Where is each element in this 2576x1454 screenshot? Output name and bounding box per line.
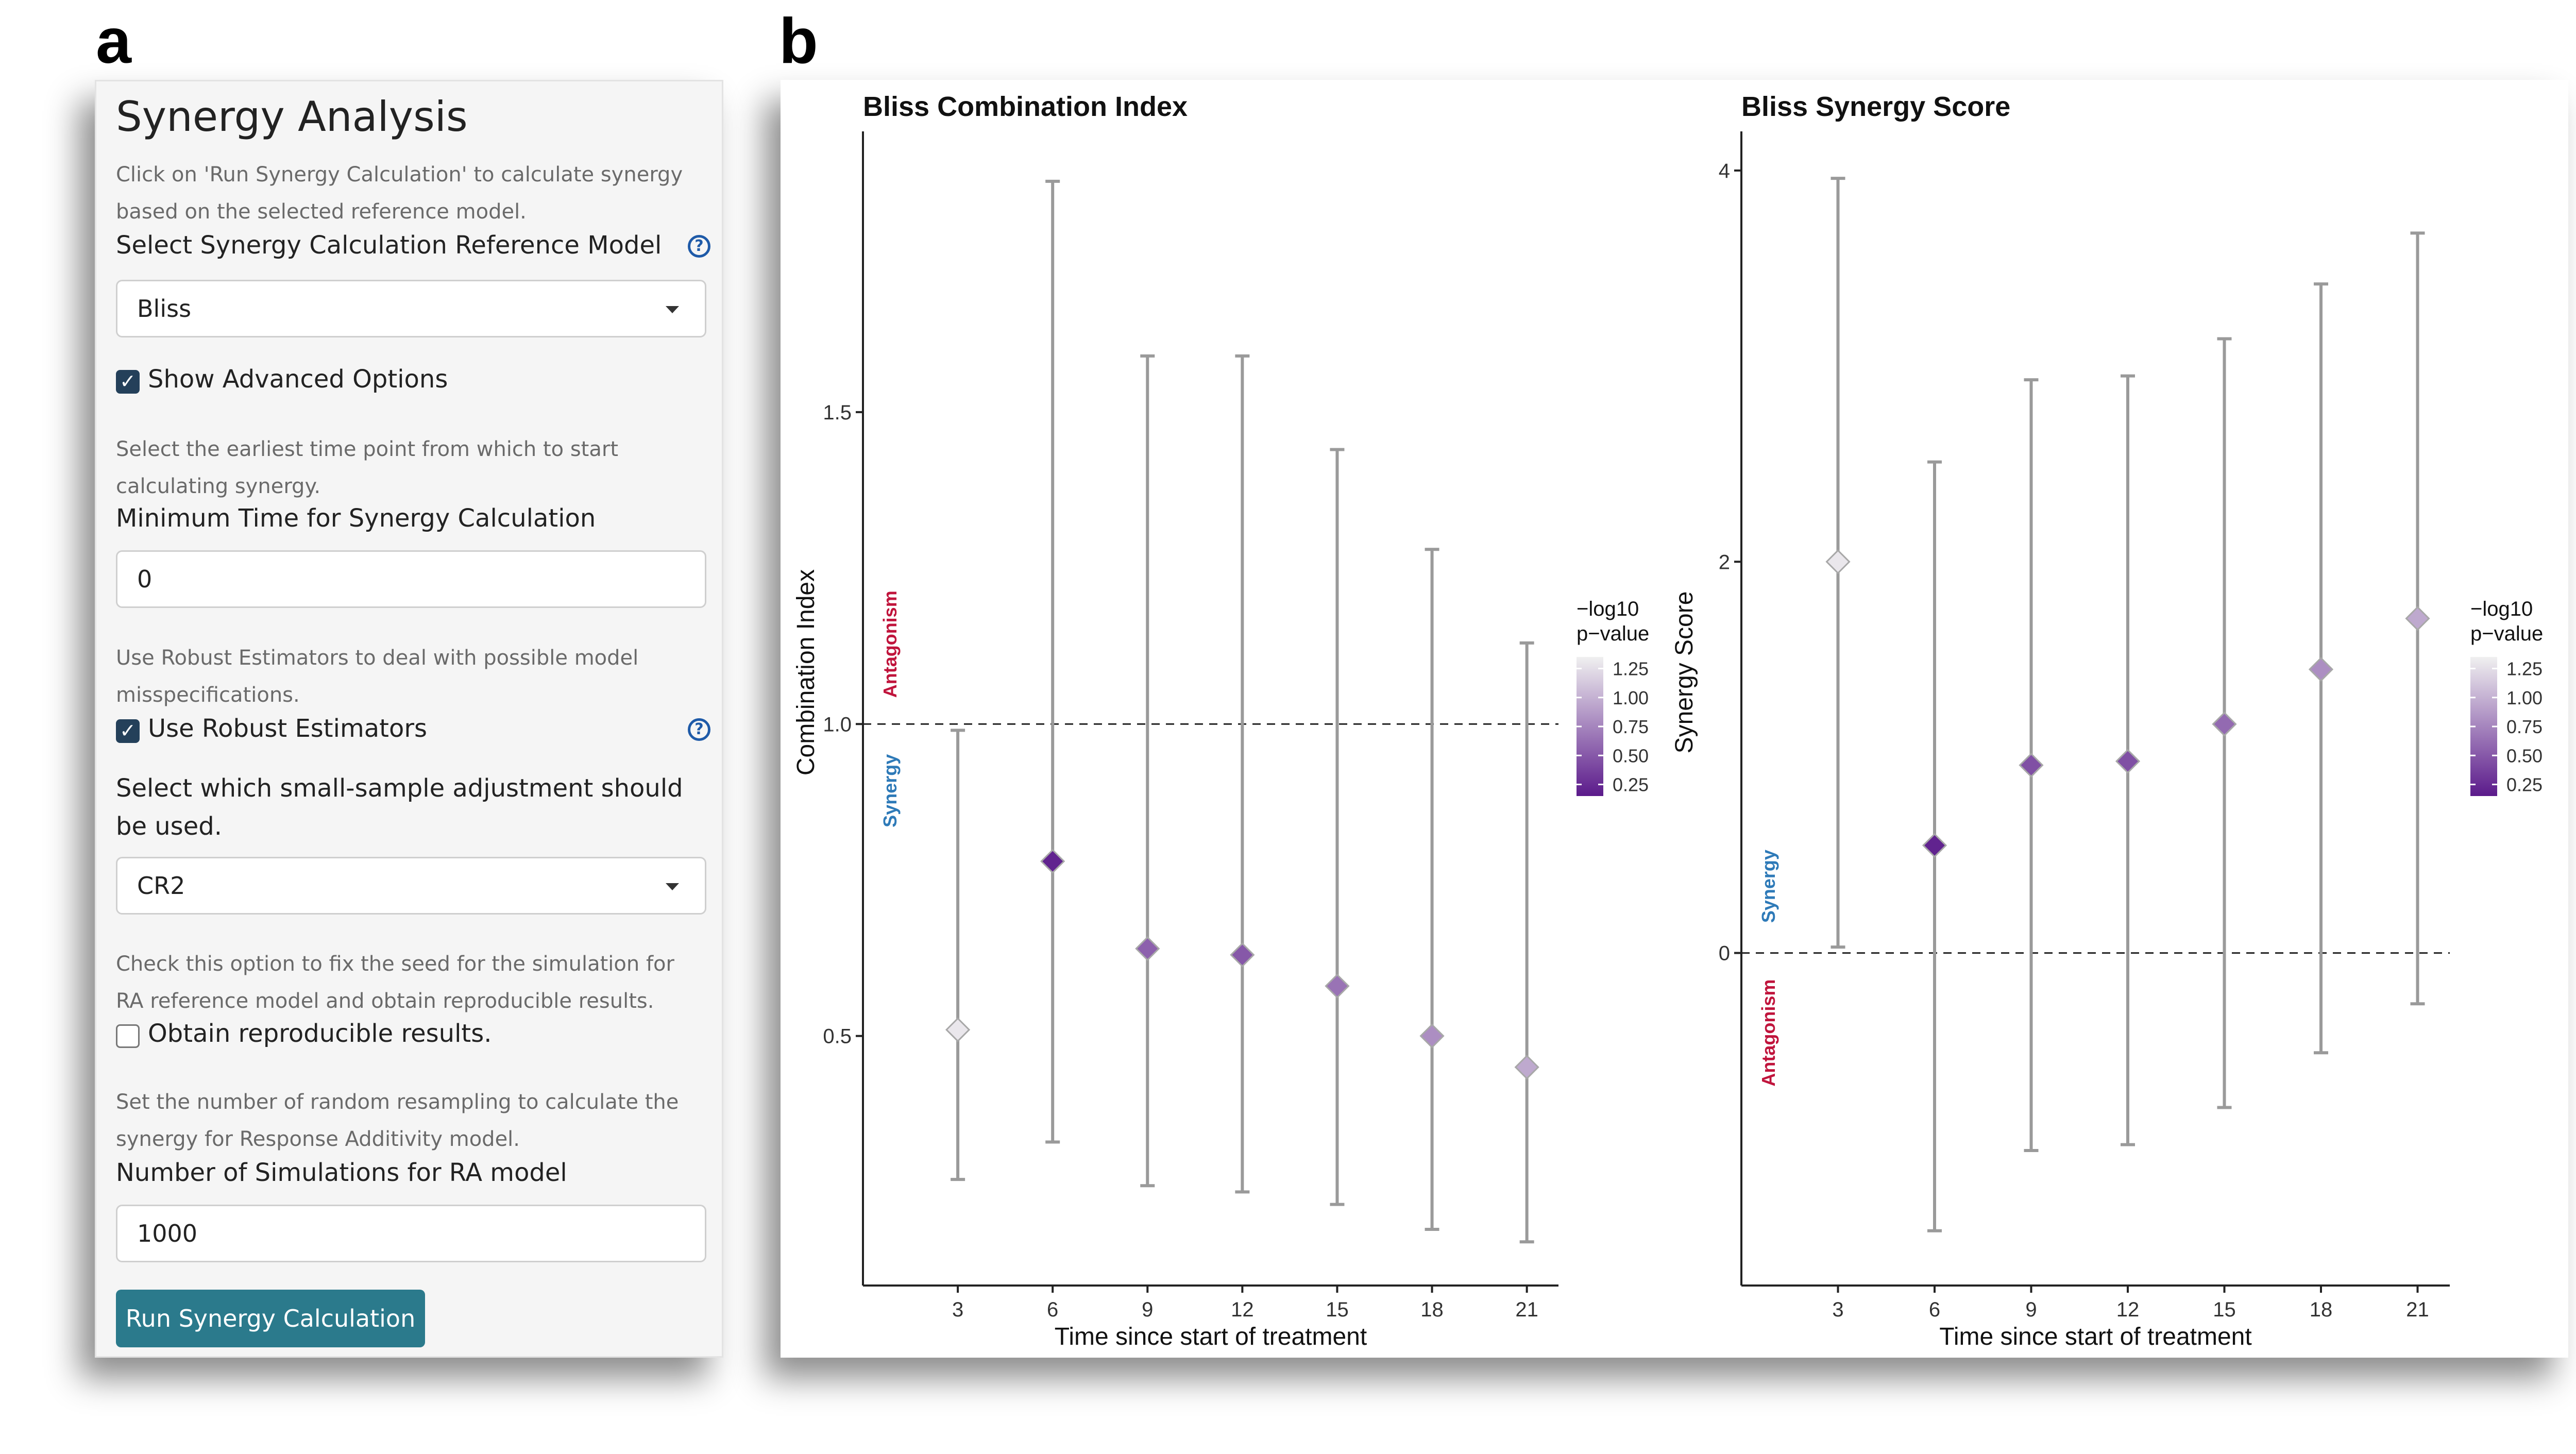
data-point [1825, 549, 1851, 574]
legend-title: p−value [2470, 622, 2543, 645]
annotation-above: Synergy [1758, 850, 1779, 923]
data-point [2115, 749, 2141, 774]
help-icon[interactable]: ? [688, 718, 710, 741]
x-tick-label: 9 [1142, 1298, 1153, 1321]
legend-tick-label: 0.75 [1613, 716, 1649, 737]
adjustment-label: Select which small-sample adjustment sho… [116, 774, 683, 841]
legend-tick-label: 0.75 [2506, 716, 2543, 737]
chevron-down-icon [666, 306, 679, 313]
charts-svg: Bliss Combination Index 0.5 1.0 1.5 3 6 9 12 15 1… [792, 91, 2543, 1350]
help-icon[interactable]: ? [688, 235, 710, 258]
legend-title: −log10 [1577, 598, 1639, 620]
annotation-above: Antagonism [879, 590, 901, 698]
run-help-text: Click on 'Run Synergy Calculation' to ca… [116, 163, 683, 224]
chart-title: Bliss Combination Index [863, 91, 1188, 122]
charts-panel: Bliss Combination Index 0.5 1.0 1.5 3 6 9 12 15 1… [781, 80, 2568, 1358]
panel-label-b: b [779, 6, 818, 77]
data-point [1325, 973, 1350, 999]
x-tick-label: 21 [1515, 1298, 1538, 1321]
min-time-label: Minimum Time for Synergy Calculation [116, 504, 596, 533]
y-tick-label: 4 [1719, 160, 1730, 182]
data-point [1230, 942, 1255, 968]
data-point [2019, 752, 2044, 778]
show-advanced-label[interactable]: Show Advanced Options [148, 365, 448, 394]
panel-label-a: a [96, 6, 131, 77]
reproducible-label[interactable]: Obtain reproducible results. [148, 1019, 492, 1048]
adjustment-value: CR2 [137, 872, 185, 900]
reference-model-select[interactable]: Bliss [116, 280, 706, 337]
robust-checkbox[interactable]: ✓ [116, 719, 140, 743]
x-tick-label: 6 [1929, 1298, 1940, 1321]
nsim-input[interactable]: 1000 [116, 1205, 706, 1262]
legend-tick-label: 1.25 [1613, 658, 1649, 680]
x-tick-label: 12 [1231, 1298, 1254, 1321]
data-point [2308, 656, 2334, 682]
x-tick-label: 12 [2116, 1298, 2140, 1321]
min-time-input[interactable]: 0 [116, 550, 706, 608]
data-point [1419, 1023, 1445, 1049]
x-tick-label: 15 [2213, 1298, 2236, 1321]
robust-label[interactable]: Use Robust Estimators [148, 714, 428, 743]
x-tick-label: 18 [1420, 1298, 1444, 1321]
nsim-help-text: Set the number of random resampling to c… [116, 1090, 679, 1151]
data-point [1040, 849, 1065, 874]
chart-title: Bliss Synergy Score [1741, 91, 2010, 122]
x-tick-label: 18 [2310, 1298, 2333, 1321]
y-tick-label: 1.5 [823, 401, 852, 424]
legend-tick-label: 0.50 [1613, 745, 1649, 766]
run-synergy-button[interactable]: Run Synergy Calculation [116, 1290, 425, 1347]
x-tick-label: 21 [2406, 1298, 2429, 1321]
x-tick-label: 6 [1047, 1298, 1058, 1321]
synergy-sidebar: Synergy Analysis Click on 'Run Synergy C… [95, 80, 723, 1358]
x-tick-label: 3 [952, 1298, 963, 1321]
reference-model-value: Bliss [137, 295, 192, 323]
show-advanced-checkbox[interactable]: ✓ [116, 370, 140, 394]
data-point [1135, 936, 1160, 961]
y-tick-label: 0 [1719, 942, 1730, 965]
legend-tick-label: 1.25 [2506, 658, 2543, 680]
x-axis-label: Time since start of treatment [1939, 1323, 2251, 1350]
x-axis-label: Time since start of treatment [1055, 1323, 1367, 1350]
y-tick-label: 0.5 [823, 1025, 852, 1048]
annotation-below: Antagonism [1758, 979, 1779, 1087]
x-tick-label: 15 [1326, 1298, 1349, 1321]
robust-help-text: Use Robust Estimators to deal with possi… [116, 646, 639, 707]
legend-tick-label: 0.25 [2506, 774, 2543, 796]
legend-title: p−value [1577, 622, 1649, 645]
legend-tick-label: 1.00 [2506, 687, 2543, 708]
chevron-down-icon [666, 883, 679, 890]
nsim-label: Number of Simulations for RA model [116, 1158, 567, 1187]
y-tick-label: 1.0 [823, 713, 852, 736]
legend-tick-label: 0.25 [1613, 774, 1649, 796]
legend-tick-label: 1.00 [1613, 687, 1649, 708]
data-point [1922, 833, 1947, 858]
data-point [2212, 712, 2237, 737]
sidebar-title: Synergy Analysis [116, 93, 468, 141]
data-point [2405, 606, 2430, 631]
legend-title: −log10 [2470, 598, 2533, 620]
y-tick-label: 2 [1719, 551, 1730, 573]
data-point [1514, 1055, 1539, 1080]
y-axis-label: Synergy Score [1671, 591, 1698, 754]
y-axis-label: Combination Index [792, 569, 820, 775]
data-point [945, 1017, 971, 1042]
legend-tick-label: 0.50 [2506, 745, 2543, 766]
x-tick-label: 3 [1832, 1298, 1843, 1321]
x-tick-label: 9 [2025, 1298, 2037, 1321]
adjustment-select[interactable]: CR2 [116, 857, 706, 915]
annotation-below: Synergy [879, 754, 901, 827]
seed-help-text: Check this option to fix the seed for th… [116, 952, 674, 1013]
reproducible-checkbox[interactable] [116, 1024, 140, 1048]
reference-model-label: Select Synergy Calculation Reference Mod… [116, 231, 662, 260]
min-time-help-text: Select the earliest time point from whic… [116, 437, 618, 498]
